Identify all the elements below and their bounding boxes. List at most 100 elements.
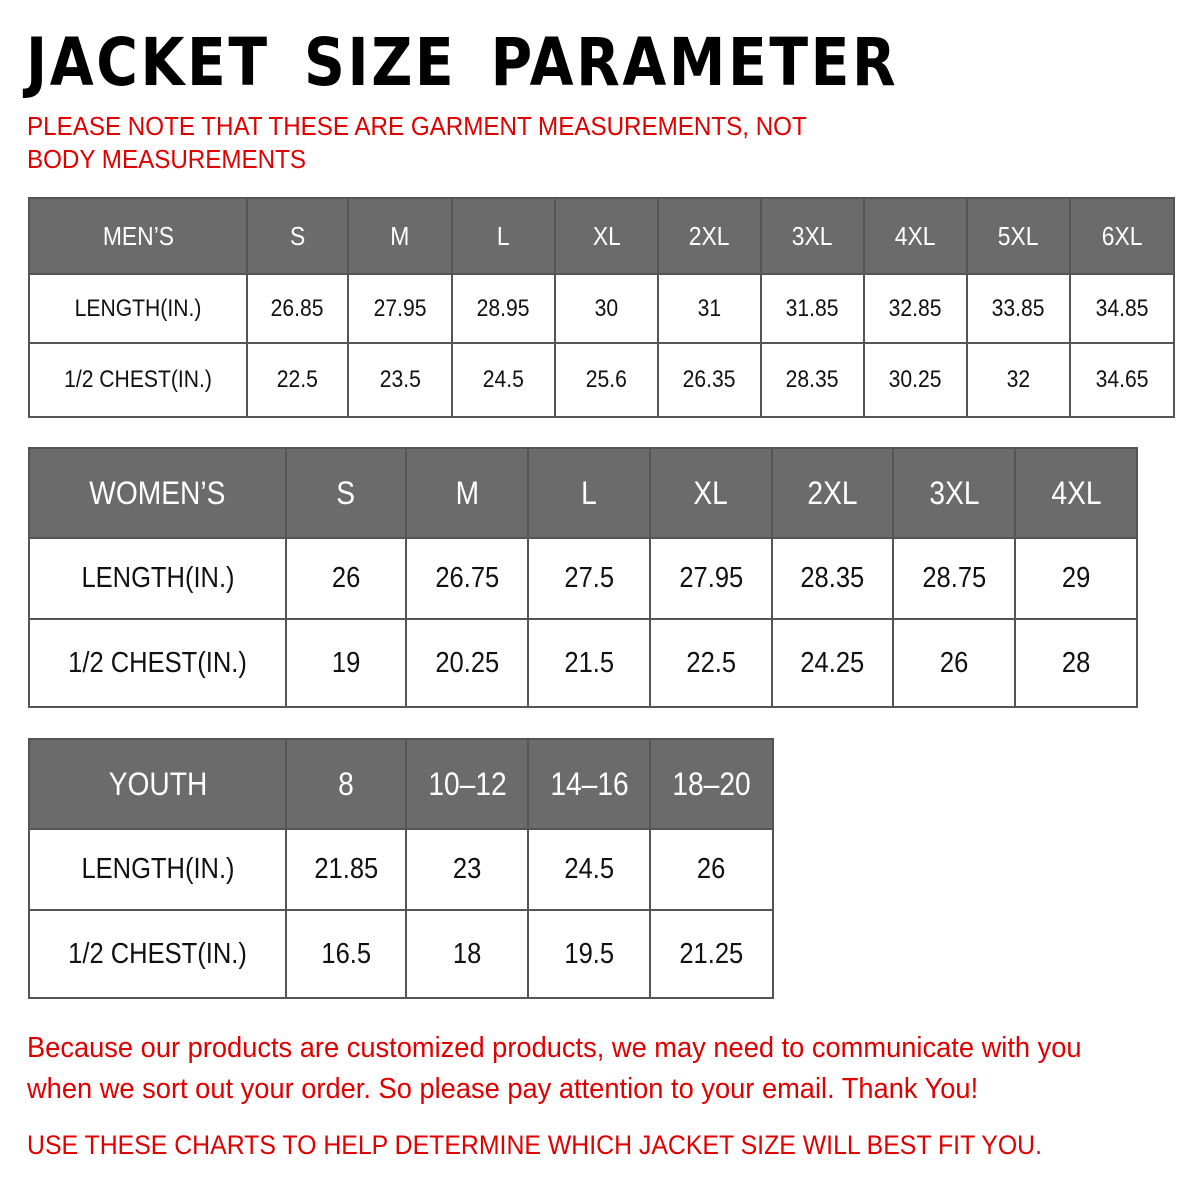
measurement-cell: 34.65 (1069, 342, 1175, 418)
size-header-cell: 18–20 (649, 738, 774, 830)
measurement-cell-text: 16.5 (321, 937, 371, 970)
measurement-cell: 20.25 (405, 618, 529, 708)
measurement-cell-text: 28.75 (922, 562, 986, 594)
measurement-cell: 28.95 (451, 273, 556, 344)
size-header-cell: M (405, 447, 529, 539)
measurement-cell-text: 26 (697, 853, 726, 885)
measurement-cell-text: 22.5 (276, 366, 319, 393)
measurement-cell: 22.5 (649, 618, 773, 708)
measurement-cell: 23 (405, 828, 529, 911)
youth-length-row: LENGTH(IN.) 21.85 23 24.5 26 (28, 828, 774, 911)
measurement-cell: 21.5 (527, 618, 651, 708)
measurement-cell-text: 26.75 (435, 562, 499, 594)
row-label-cell: LENGTH(IN.) (28, 828, 287, 911)
chart-instruction: USE THESE CHARTS TO HELP DETERMINE WHICH… (27, 1130, 1042, 1160)
size-header-cell-text: 8 (338, 765, 354, 802)
size-header-cell-text: 18–20 (672, 765, 751, 802)
size-header-cell-text: 2XL (807, 474, 858, 511)
measurement-cell: 26.75 (405, 537, 529, 620)
measurement-cell: 16.5 (285, 909, 407, 999)
measurement-cell: 31.85 (760, 273, 865, 344)
size-header-cell-text: 5XL (998, 220, 1039, 251)
size-header-cell: L (451, 197, 556, 275)
row-label-cell: LENGTH(IN.) (28, 273, 248, 344)
measurement-note: PLEASE NOTE THAT THESE ARE GARMENT MEASU… (27, 111, 807, 174)
size-header-cell-text: XL (592, 220, 621, 251)
womens-chest-row: 1/2 CHEST(IN.) 19 20.25 21.5 22.5 24.25 26 28 (28, 618, 1138, 708)
size-header-cell: 3XL (760, 197, 865, 275)
size-header-cell: 4XL (863, 197, 968, 275)
measurement-cell-text: 20.25 (435, 646, 499, 679)
size-header-cell: L (527, 447, 651, 539)
measurement-cell: 26 (892, 618, 1016, 708)
page-title: JACKET SIZE PARAMETER (26, 24, 899, 101)
measurement-cell-text: 24.5 (482, 366, 525, 393)
size-header-cell-text: 10–12 (427, 765, 507, 802)
table-label-cell-text: MEN’S (102, 220, 174, 251)
measurement-cell-text: 18 (452, 937, 482, 970)
measurement-cell: 28.75 (892, 537, 1016, 620)
size-header-cell-text: S (336, 474, 356, 511)
measurement-cell-text: 26.35 (683, 366, 736, 393)
size-header-cell-text: 2XL (689, 220, 730, 251)
measurement-cell-text: 22.5 (686, 646, 736, 679)
measurement-cell-text: 28.35 (800, 562, 865, 594)
size-header-cell-text: 6XL (1101, 220, 1143, 251)
measurement-cell-text: 33.85 (992, 294, 1045, 322)
mens-chest-row: 1/2 CHEST(IN.) 22.5 23.5 24.5 25.6 26.35 28.35… (28, 342, 1175, 418)
measurement-cell: 30 (554, 273, 659, 344)
measurement-cell: 28.35 (760, 342, 865, 418)
measurement-cell-text: 31.85 (786, 294, 839, 322)
measurement-cell-text: 32.85 (889, 294, 942, 322)
size-header-cell: 5XL (966, 197, 1071, 275)
size-header-cell: 2XL (657, 197, 762, 275)
size-header-cell: 3XL (892, 447, 1016, 539)
size-header-cell: 4XL (1014, 447, 1138, 539)
measurement-cell: 29 (1014, 537, 1138, 620)
size-header-cell: M (347, 197, 453, 275)
measurement-cell: 24.5 (451, 342, 556, 418)
size-header-cell-text: L (581, 474, 597, 511)
measurement-cell-text: 19.5 (564, 937, 614, 970)
size-header-cell: 8 (285, 738, 407, 830)
measurement-cell: 34.85 (1069, 273, 1175, 344)
measurement-cell: 26 (649, 828, 774, 911)
measurement-cell-text: 32 (1006, 366, 1031, 393)
row-label-cell-text: LENGTH(IN.) (80, 853, 235, 885)
row-label-cell: 1/2 CHEST(IN.) (28, 618, 287, 708)
table-label-cell-text: WOMEN’S (89, 474, 226, 511)
size-header-cell-text: M (455, 474, 479, 511)
measurement-cell: 30.25 (863, 342, 968, 418)
measurement-cell: 32 (966, 342, 1071, 418)
measurement-cell-text: 24.25 (800, 646, 865, 679)
size-header-cell-text: 4XL (895, 220, 936, 251)
womens-size-table: WOMEN’S S M L XL 2XL 3XL 4XL LENGTH(IN.) 26 26.75… (28, 447, 1138, 708)
mens-header-row: MEN’S S M L XL 2XL 3XL 4XL 5XL 6XL (28, 197, 1175, 275)
measurement-cell: 21.25 (649, 909, 774, 999)
measurement-cell-text: 26 (331, 562, 361, 594)
womens-length-row: LENGTH(IN.) 26 26.75 27.5 27.95 28.35 28.75 29 (28, 537, 1138, 620)
table-label-cell: YOUTH (28, 738, 287, 830)
size-header-cell-text: 14–16 (549, 765, 629, 802)
size-header-cell-text: 3XL (792, 220, 833, 251)
size-header-cell: S (246, 197, 349, 275)
measurement-cell-text: 23.5 (379, 366, 421, 393)
measurement-cell: 27.95 (649, 537, 773, 620)
measurement-cell: 24.5 (527, 828, 651, 911)
measurement-cell-text: 27.5 (564, 562, 614, 594)
table-label-cell-text: YOUTH (108, 765, 207, 802)
custom-order-message: Because our products are customized prod… (27, 1032, 1082, 1105)
measurement-cell-text: 21.25 (679, 937, 744, 970)
size-header-cell: 10–12 (405, 738, 529, 830)
measurement-cell-text: 27.95 (679, 562, 743, 594)
womens-header-row: WOMEN’S S M L XL 2XL 3XL 4XL (28, 447, 1138, 539)
row-label-cell: 1/2 CHEST(IN.) (28, 909, 287, 999)
measurement-cell: 26 (285, 537, 407, 620)
youth-header-row: YOUTH 8 10–12 14–16 18–20 (28, 738, 774, 830)
measurement-cell: 28 (1014, 618, 1138, 708)
measurement-cell-text: 25.6 (585, 366, 628, 393)
measurement-cell: 31 (657, 273, 762, 344)
measurement-cell-text: 31 (697, 294, 722, 322)
size-header-cell-text: L (497, 220, 510, 251)
row-label-cell: 1/2 CHEST(IN.) (28, 342, 248, 418)
